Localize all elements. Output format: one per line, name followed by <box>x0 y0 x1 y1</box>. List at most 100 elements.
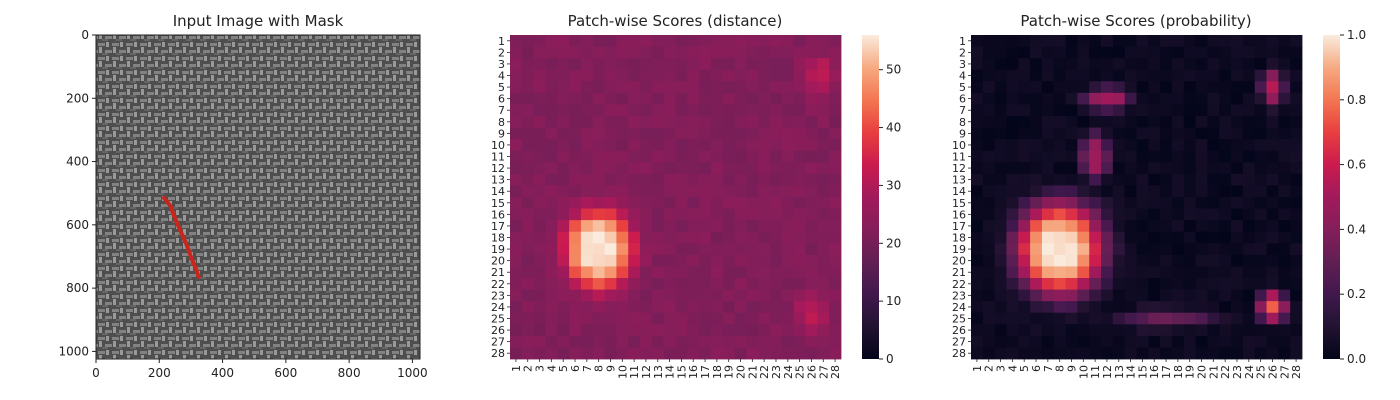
heatmap-cell <box>1160 324 1173 337</box>
heatmap-cell <box>829 162 842 175</box>
heatmap-cell <box>982 173 996 186</box>
heatmap-cell <box>616 347 629 360</box>
heatmap-cell <box>1053 92 1066 105</box>
heatmap-cell <box>1018 104 1031 117</box>
heatmap-cell <box>1124 197 1137 209</box>
heatmap-cell <box>675 173 688 186</box>
heatmap-cell <box>1148 104 1161 117</box>
heatmap-cell <box>510 266 523 279</box>
heatmap-cell <box>770 139 783 152</box>
heatmap-cell <box>569 231 582 244</box>
heatmap-cell <box>628 301 641 314</box>
heatmap-cell <box>592 139 605 152</box>
heatmap-cell <box>1160 69 1173 82</box>
heatmap-cell <box>982 347 996 360</box>
probability-heatmap <box>971 35 1303 360</box>
heatmap-cell <box>1030 46 1043 59</box>
heatmap-cell <box>817 46 830 59</box>
col-label: 4 <box>545 365 558 372</box>
heatmap-cell <box>1101 81 1114 94</box>
heatmap-cell <box>1183 266 1197 279</box>
heatmap-cell <box>510 173 523 186</box>
heatmap-cell <box>687 324 700 337</box>
heatmap-cell <box>1124 127 1137 140</box>
panel1-x-tick: 200 <box>148 366 171 380</box>
col-label: 2 <box>522 365 535 372</box>
heatmap-cell <box>734 92 747 105</box>
heatmap-cell <box>770 289 783 302</box>
heatmap-cell <box>734 46 747 59</box>
col-label: 12 <box>1101 365 1114 379</box>
heatmap-cell <box>758 220 771 233</box>
heatmap-cell <box>1030 347 1043 360</box>
heatmap-cell <box>781 312 795 325</box>
heatmap-cell <box>734 58 747 71</box>
heatmap-cell <box>1065 220 1078 233</box>
heatmap-cell <box>1231 220 1244 233</box>
heatmap-cell <box>663 231 676 244</box>
heatmap-cell <box>1254 197 1267 209</box>
heatmap-cell <box>829 208 842 221</box>
heatmap-cell <box>1278 266 1291 279</box>
heatmap-cell <box>817 162 830 175</box>
heatmap-cell <box>994 208 1007 221</box>
heatmap-cell <box>1148 139 1161 152</box>
heatmap-cell <box>1183 46 1197 59</box>
heatmap-cell <box>569 278 582 290</box>
heatmap-cell <box>533 150 546 163</box>
heatmap-cell <box>1041 92 1055 105</box>
heatmap-cell <box>1183 254 1197 267</box>
heatmap-cell <box>510 312 523 325</box>
heatmap-cell <box>1077 231 1090 244</box>
heatmap-cell <box>628 58 641 71</box>
col-label: 10 <box>1077 365 1090 379</box>
heatmap-cell <box>1065 81 1078 94</box>
heatmap-cell <box>628 81 641 94</box>
heatmap-cell <box>675 81 688 94</box>
heatmap-cell <box>569 324 582 337</box>
heatmap-cell <box>770 127 783 140</box>
heatmap-cell <box>663 35 676 47</box>
row-label: 28 <box>491 347 505 360</box>
heatmap-cell <box>982 278 996 290</box>
heatmap-cell <box>1242 220 1256 233</box>
heatmap-cell <box>1278 150 1291 163</box>
panel1-x-tick: 600 <box>274 366 297 380</box>
heatmap-cell <box>640 185 653 198</box>
heatmap-cell <box>699 185 712 198</box>
heatmap-cell <box>699 35 712 47</box>
heatmap-cell <box>1065 139 1078 152</box>
heatmap-cell <box>1136 254 1149 267</box>
heatmap-cell <box>663 312 676 325</box>
heatmap-cell <box>628 220 641 233</box>
heatmap-cell <box>640 197 653 209</box>
heatmap-cell <box>557 220 570 233</box>
heatmap-cell <box>1195 35 1208 47</box>
heatmap-cell <box>971 69 984 82</box>
heatmap-cell <box>817 278 830 290</box>
heatmap-cell <box>710 324 724 337</box>
heatmap-cell <box>770 208 783 221</box>
heatmap-cell <box>640 35 653 47</box>
heatmap-cell <box>1030 243 1043 256</box>
heatmap-cell <box>1171 278 1185 290</box>
panel1-x-axis: 0 200 400 600 800 1000 <box>92 359 428 380</box>
heatmap-cell <box>770 301 783 314</box>
heatmap-cell <box>982 46 996 59</box>
heatmap-cell <box>1112 208 1126 221</box>
heatmap-cell <box>829 185 842 198</box>
heatmap-cell <box>793 254 806 267</box>
heatmap-cell <box>521 301 535 314</box>
heatmap-cell <box>521 69 535 82</box>
heatmap-cell <box>651 243 665 256</box>
heatmap-cell <box>616 197 629 209</box>
heatmap-cell <box>1136 197 1149 209</box>
heatmap-cell <box>1231 324 1244 337</box>
heatmap-cell <box>1112 46 1126 59</box>
heatmap-cell <box>1183 243 1197 256</box>
col-label: 19 <box>1184 365 1197 379</box>
heatmap-cell <box>1266 278 1279 290</box>
heatmap-cell <box>510 150 523 163</box>
heatmap-cell <box>640 243 653 256</box>
heatmap-cell <box>1242 46 1256 59</box>
